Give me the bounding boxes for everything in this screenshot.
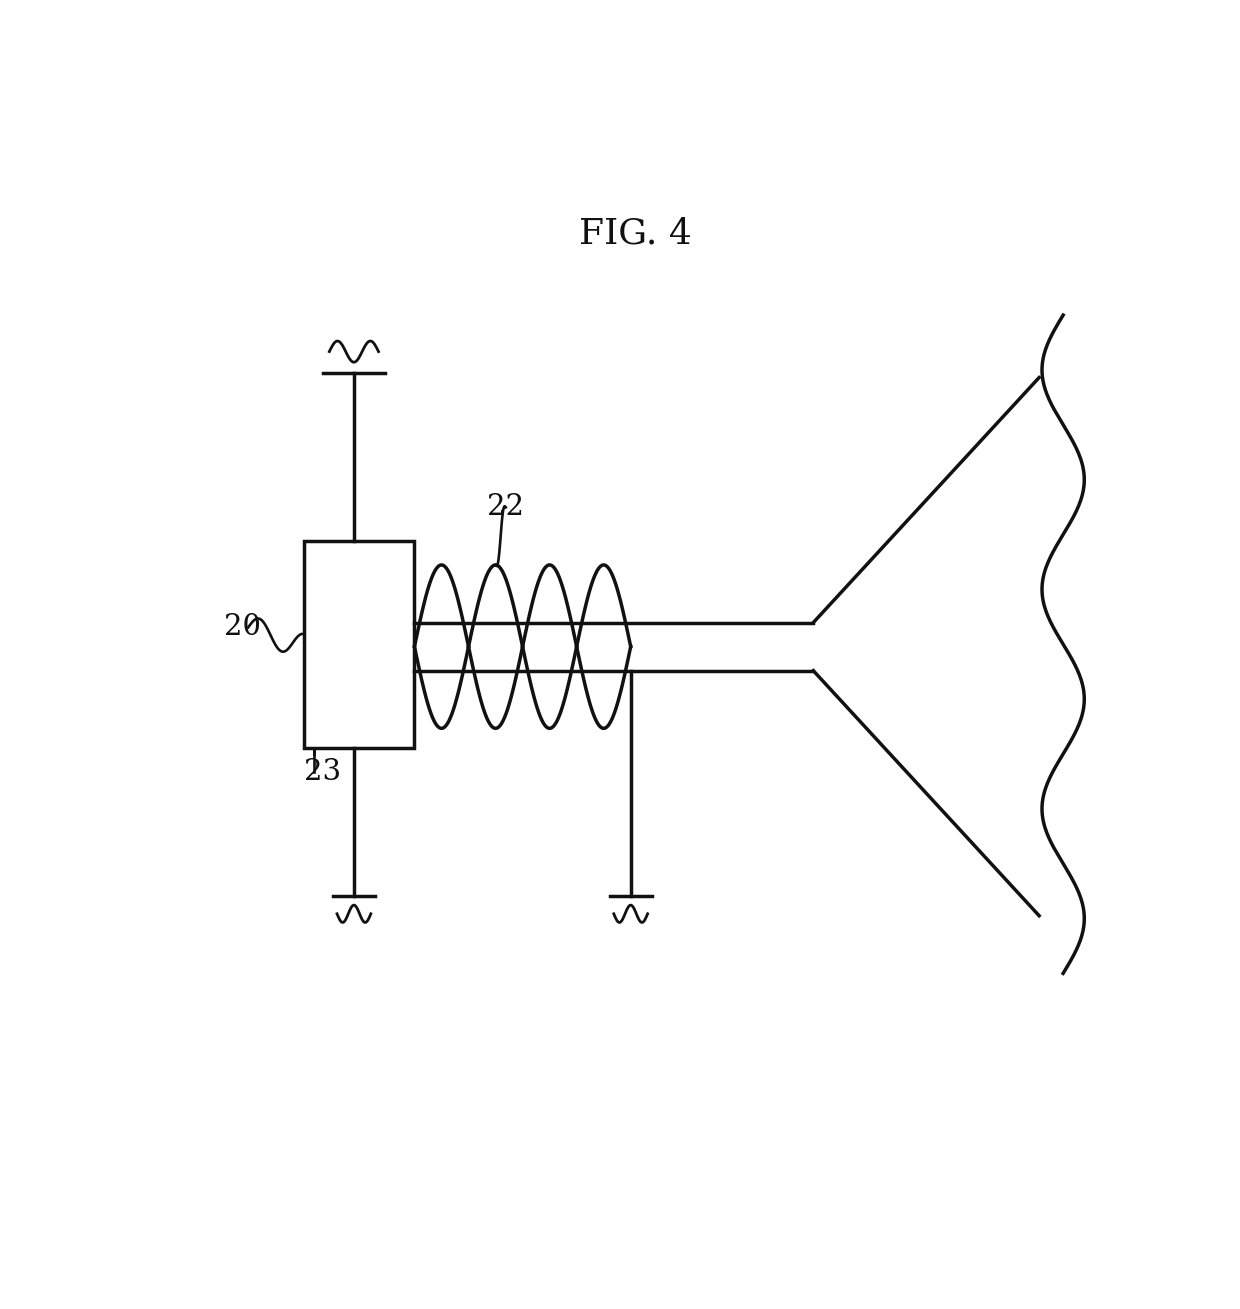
Text: 23: 23 xyxy=(304,758,341,785)
Text: 20: 20 xyxy=(224,614,262,641)
Text: 22: 22 xyxy=(487,493,525,521)
Text: FIG. 4: FIG. 4 xyxy=(579,216,692,250)
